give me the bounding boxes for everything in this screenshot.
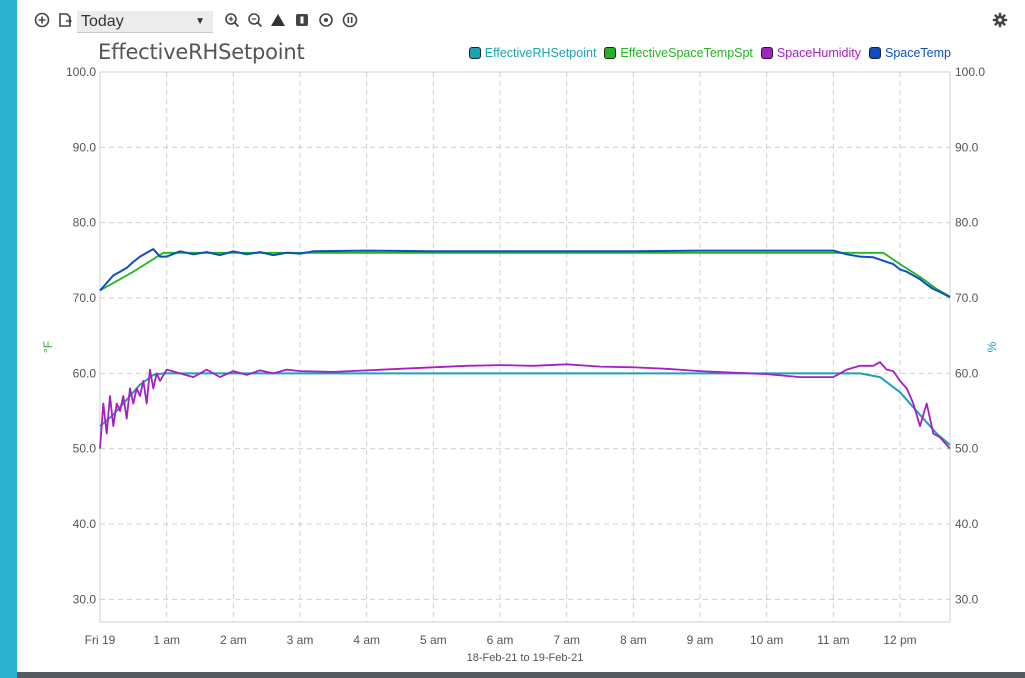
legend-label: SpaceTemp	[884, 46, 951, 60]
y-tick-label-left: 70.0	[73, 291, 97, 305]
y-tick-label-left: 80.0	[73, 216, 97, 230]
y-tick-label-left: 40.0	[73, 517, 97, 531]
settings-gear-icon[interactable]	[990, 10, 1010, 30]
x-tick-label: Fri 19	[85, 633, 116, 647]
x-tick-label: 4 am	[353, 633, 380, 647]
y-tick-label-left: 30.0	[73, 592, 97, 606]
status-bar	[17, 672, 1025, 678]
chart-legend: EffectiveRHSetpoint EffectiveSpaceTempSpt…	[468, 46, 951, 60]
zoom-in-icon[interactable]	[222, 10, 242, 30]
legend-item-spacetemp[interactable]: SpaceTemp	[868, 46, 951, 60]
date-range-label: 18-Feb-21 to 19-Feb-21	[467, 652, 584, 664]
legend-label: EffectiveSpaceTempSpt	[620, 46, 753, 60]
time-range-value: Today	[81, 13, 124, 30]
legend-item-effectivespacetempspt[interactable]: EffectiveSpaceTempSpt	[604, 46, 753, 60]
y-tick-label-right: 50.0	[955, 442, 979, 456]
time-range-select[interactable]: Today ▼	[77, 11, 213, 33]
y-tick-label-left: 90.0	[73, 140, 97, 154]
series-line-effectivespacetempspt	[99, 251, 951, 298]
x-tick-label: 1 am	[153, 633, 180, 647]
legend-label: EffectiveRHSetpoint	[484, 46, 597, 60]
x-tick-label: 11 am	[817, 633, 849, 647]
zoom-out-icon[interactable]	[245, 10, 265, 30]
series-line-effectiverhsetpoint	[99, 372, 951, 446]
y-tick-label-right: 70.0	[955, 291, 979, 305]
y-tick-label-right: 80.0	[955, 216, 979, 230]
x-tick-label: 2 am	[220, 633, 247, 647]
delta-icon[interactable]	[268, 10, 288, 30]
legend-label: SpaceHumidity	[776, 46, 861, 60]
x-tick-label: 12 pm	[883, 633, 916, 647]
add-icon[interactable]	[32, 10, 52, 30]
x-tick-label: 9 am	[687, 633, 714, 647]
legend-swatch	[868, 47, 881, 59]
x-tick-label: 7 am	[553, 633, 580, 647]
x-tick-label: 6 am	[487, 633, 514, 647]
target-icon[interactable]	[316, 10, 336, 30]
y-tick-label-right: 60.0	[955, 366, 979, 380]
series-line-spacetemp	[99, 248, 951, 299]
x-tick-label: 5 am	[420, 633, 447, 647]
pause-icon[interactable]	[340, 10, 360, 30]
y-tick-label-left: 50.0	[73, 442, 97, 456]
series-line-spacehumidity	[99, 361, 951, 450]
legend-swatch	[604, 47, 617, 59]
chart-panel	[17, 0, 1025, 672]
export-icon[interactable]	[55, 10, 75, 30]
marker-icon[interactable]	[292, 10, 312, 30]
legend-item-effectiverhsetpoint[interactable]: EffectiveRHSetpoint	[468, 46, 597, 60]
y-tick-label-right: 30.0	[955, 592, 979, 606]
y-tick-label-right: 40.0	[955, 517, 979, 531]
y-tick-label-right: 100.0	[955, 65, 985, 79]
x-tick-label: 10 am	[750, 633, 783, 647]
y-axis-title-left: °F	[41, 341, 55, 353]
chart-title: EffectiveRHSetpoint	[98, 40, 305, 64]
legend-swatch	[468, 47, 481, 59]
y-tick-label-right: 90.0	[955, 140, 979, 154]
x-tick-label: 3 am	[287, 633, 314, 647]
legend-item-spacehumidity[interactable]: SpaceHumidity	[760, 46, 861, 60]
plot-area	[99, 71, 951, 623]
y-axis-title-right: %	[985, 341, 999, 352]
legend-swatch	[760, 47, 773, 59]
y-tick-label-left: 60.0	[73, 366, 97, 380]
chevron-down-icon: ▼	[195, 16, 205, 27]
y-tick-label-left: 100.0	[66, 65, 96, 79]
x-tick-label: 8 am	[620, 633, 647, 647]
